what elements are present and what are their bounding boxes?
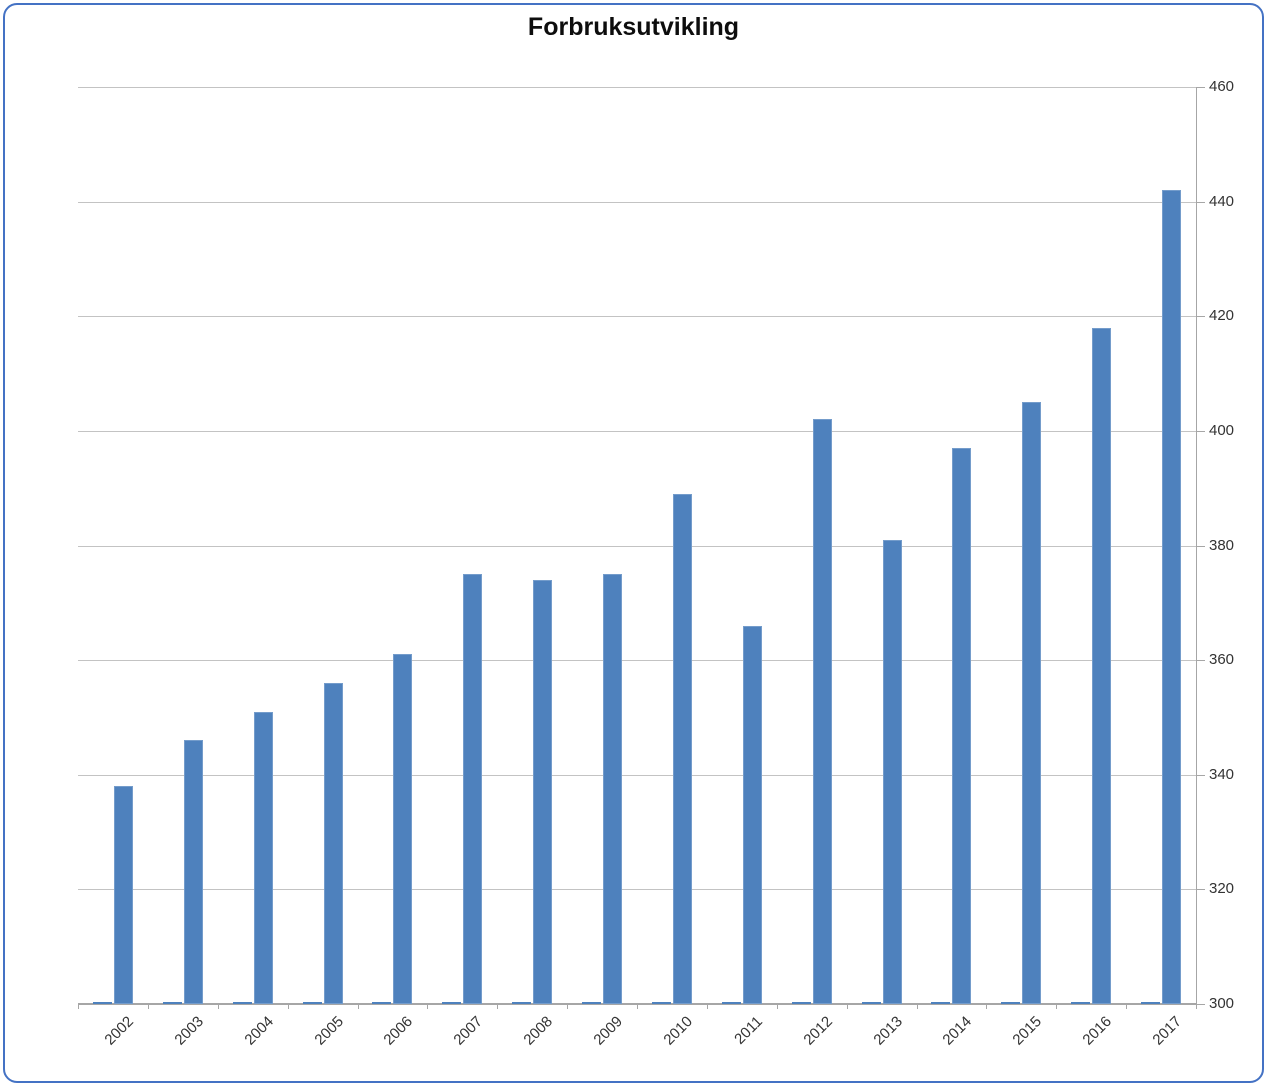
sliver-bar-2002[interactable] bbox=[92, 1001, 112, 1004]
x-tick-label-2003: 2003 bbox=[171, 1013, 207, 1049]
x-axis-tick-14 bbox=[1056, 1003, 1058, 1009]
x-tick-label-2006: 2006 bbox=[380, 1013, 417, 1049]
bar-2016[interactable] bbox=[1092, 327, 1112, 1004]
gridline-340 bbox=[78, 774, 1196, 776]
sliver-bar-2005[interactable] bbox=[302, 1001, 322, 1004]
x-tick-label-2013: 2013 bbox=[869, 1013, 906, 1049]
sliver-bar-2013[interactable] bbox=[861, 1001, 881, 1004]
sliver-bar-2012[interactable] bbox=[791, 1001, 811, 1004]
bar-2008[interactable] bbox=[533, 579, 553, 1004]
sliver-bar-2014[interactable] bbox=[931, 1001, 951, 1004]
x-tick-label-2008: 2008 bbox=[520, 1013, 557, 1049]
y-tick-label-300: 300 bbox=[1209, 995, 1235, 1012]
sliver-bar-2004[interactable] bbox=[232, 1001, 252, 1004]
x-tick-label-2011: 2011 bbox=[730, 1013, 766, 1048]
x-tick-label-2016: 2016 bbox=[1079, 1013, 1116, 1049]
y-axis-tick-420 bbox=[1196, 316, 1205, 318]
sliver-bar-2007[interactable] bbox=[442, 1001, 462, 1004]
x-tick-label-2015: 2015 bbox=[1009, 1013, 1046, 1049]
bar-2010[interactable] bbox=[672, 493, 692, 1004]
bar-2014[interactable] bbox=[952, 448, 972, 1004]
x-axis-tick-2 bbox=[217, 1003, 219, 1009]
x-axis-tick-13 bbox=[986, 1003, 988, 1009]
y-axis-tick-360 bbox=[1196, 660, 1205, 662]
x-tick-label-2014: 2014 bbox=[939, 1013, 976, 1049]
gridline-420 bbox=[78, 316, 1196, 318]
x-axis-tick-10 bbox=[776, 1003, 778, 1009]
gridline-380 bbox=[78, 545, 1196, 547]
sliver-bar-2006[interactable] bbox=[372, 1001, 392, 1004]
sliver-bar-2016[interactable] bbox=[1071, 1001, 1091, 1004]
y-axis-tick-440 bbox=[1196, 201, 1205, 203]
x-axis-tick-15 bbox=[1126, 1003, 1128, 1009]
y-tick-label-320: 320 bbox=[1209, 880, 1235, 898]
bar-2017[interactable] bbox=[1162, 190, 1182, 1004]
plot-area[interactable] bbox=[78, 87, 1197, 1005]
x-axis-tick-0 bbox=[78, 1003, 79, 1009]
sliver-bar-2011[interactable] bbox=[721, 1001, 741, 1004]
bar-2011[interactable] bbox=[742, 625, 762, 1004]
x-axis-tick-9 bbox=[706, 1003, 708, 1009]
y-axis-tick-320 bbox=[1196, 889, 1205, 891]
bar-2013[interactable] bbox=[882, 539, 902, 1004]
gridline-360 bbox=[78, 660, 1196, 662]
y-tick-label-460: 460 bbox=[1209, 78, 1235, 95]
y-tick-label-420: 420 bbox=[1209, 307, 1235, 325]
y-axis-tick-460 bbox=[1196, 87, 1205, 88]
x-tick-label-2004: 2004 bbox=[241, 1013, 277, 1049]
sliver-bar-2008[interactable] bbox=[512, 1001, 532, 1004]
gridline-400 bbox=[78, 430, 1196, 432]
sliver-bar-2009[interactable] bbox=[582, 1001, 602, 1004]
x-axis-tick-12 bbox=[916, 1003, 918, 1009]
gridline-320 bbox=[78, 889, 1196, 891]
bar-2009[interactable] bbox=[603, 574, 623, 1004]
sliver-bar-2010[interactable] bbox=[651, 1001, 671, 1004]
x-axis-tick-16 bbox=[1196, 1003, 1197, 1009]
y-tick-label-360: 360 bbox=[1209, 651, 1235, 669]
bar-2012[interactable] bbox=[812, 419, 832, 1004]
x-tick-label-2009: 2009 bbox=[590, 1013, 627, 1049]
x-axis-tick-4 bbox=[357, 1003, 359, 1009]
y-axis-tick-400 bbox=[1196, 430, 1205, 432]
x-axis-tick-11 bbox=[846, 1003, 848, 1009]
x-tick-label-2017: 2017 bbox=[1149, 1013, 1186, 1049]
sliver-bar-2017[interactable] bbox=[1141, 1001, 1161, 1004]
x-tick-label-2002: 2002 bbox=[101, 1013, 137, 1049]
gridline-440 bbox=[78, 201, 1196, 203]
bar-2005[interactable] bbox=[323, 683, 343, 1004]
bar-2007[interactable] bbox=[463, 574, 483, 1004]
x-axis-tick-7 bbox=[567, 1003, 569, 1009]
y-axis-tick-380 bbox=[1196, 545, 1205, 547]
y-axis-tick-340 bbox=[1196, 774, 1205, 776]
y-tick-label-400: 400 bbox=[1209, 421, 1235, 439]
sliver-bar-2015[interactable] bbox=[1001, 1001, 1021, 1004]
x-axis-tick-8 bbox=[637, 1003, 638, 1009]
y-tick-label-380: 380 bbox=[1209, 536, 1235, 554]
x-axis-tick-3 bbox=[287, 1003, 289, 1009]
bar-2015[interactable] bbox=[1022, 402, 1042, 1004]
x-tick-label-2012: 2012 bbox=[800, 1013, 836, 1049]
gridline-460 bbox=[78, 87, 1196, 88]
x-tick-label-2010: 2010 bbox=[660, 1013, 696, 1049]
bar-2003[interactable] bbox=[183, 740, 203, 1004]
x-axis-tick-1 bbox=[147, 1003, 149, 1009]
sliver-bar-2003[interactable] bbox=[162, 1001, 182, 1004]
bar-2006[interactable] bbox=[393, 654, 413, 1004]
y-axis-tick-300 bbox=[1196, 1004, 1205, 1005]
bar-2002[interactable] bbox=[113, 786, 133, 1004]
chart-title[interactable]: Forbruksutvikling bbox=[527, 13, 740, 41]
x-tick-label-2005: 2005 bbox=[310, 1013, 347, 1049]
y-tick-label-440: 440 bbox=[1209, 192, 1235, 210]
y-tick-label-340: 340 bbox=[1209, 765, 1235, 783]
x-tick-label-2007: 2007 bbox=[450, 1013, 487, 1049]
x-axis-tick-6 bbox=[497, 1003, 499, 1009]
bar-2004[interactable] bbox=[253, 711, 273, 1004]
x-axis-tick-5 bbox=[427, 1003, 429, 1009]
